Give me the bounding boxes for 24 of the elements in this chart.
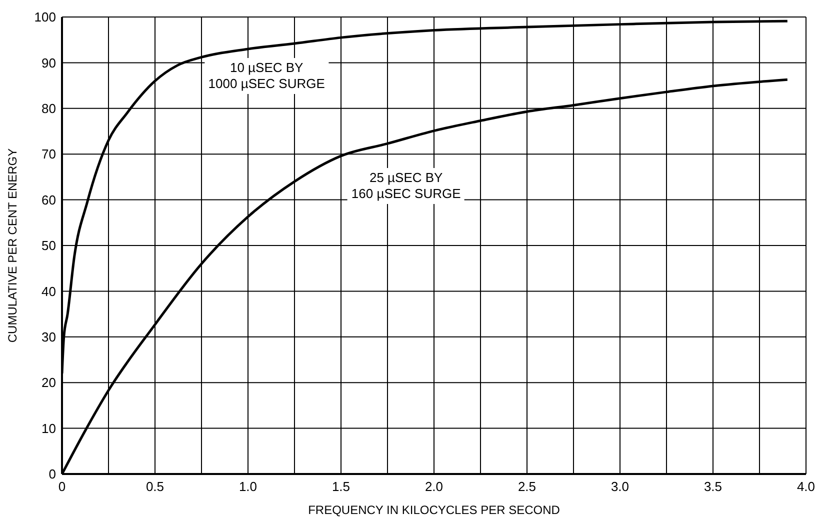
y-tick-label: 60 <box>42 192 56 208</box>
x-tick-label: 0.5 <box>146 479 164 494</box>
y-tick-label: 40 <box>42 284 56 299</box>
y-tick-label: 100 <box>34 10 56 25</box>
y-tick-label: 10 <box>42 420 56 436</box>
y-tick-label: 50 <box>42 238 56 254</box>
y-tick-label: 20 <box>42 375 56 390</box>
y-tick-label: 80 <box>42 101 56 116</box>
x-axis-title: FREQUENCY IN KILOCYCLES PER SECOND <box>308 503 560 517</box>
x-tick-label: 2.5 <box>518 479 536 494</box>
y-tick-label: 90 <box>42 55 56 70</box>
series-label: 10 µSEC BY 1000 µSEC SURGE <box>204 58 329 94</box>
x-tick-label: 2.0 <box>424 479 444 494</box>
x-tick-label: 0 <box>58 479 66 494</box>
y-tick-label: 30 <box>42 330 56 345</box>
x-tick-label: 1.5 <box>332 479 350 494</box>
x-tick-label: 4.0 <box>796 479 816 494</box>
x-tick-label: 3.0 <box>610 479 630 494</box>
y-tick-label: 0 <box>48 466 56 482</box>
x-tick-label: 1.0 <box>238 479 258 494</box>
series-label: 25 µSEC BY 160 µSEC SURGE <box>347 168 465 204</box>
y-axis-title: CUMULATIVE PER CENT ENERGY <box>5 148 20 343</box>
y-tick-label: 70 <box>42 146 56 162</box>
x-tick-label: 3.5 <box>704 479 722 494</box>
